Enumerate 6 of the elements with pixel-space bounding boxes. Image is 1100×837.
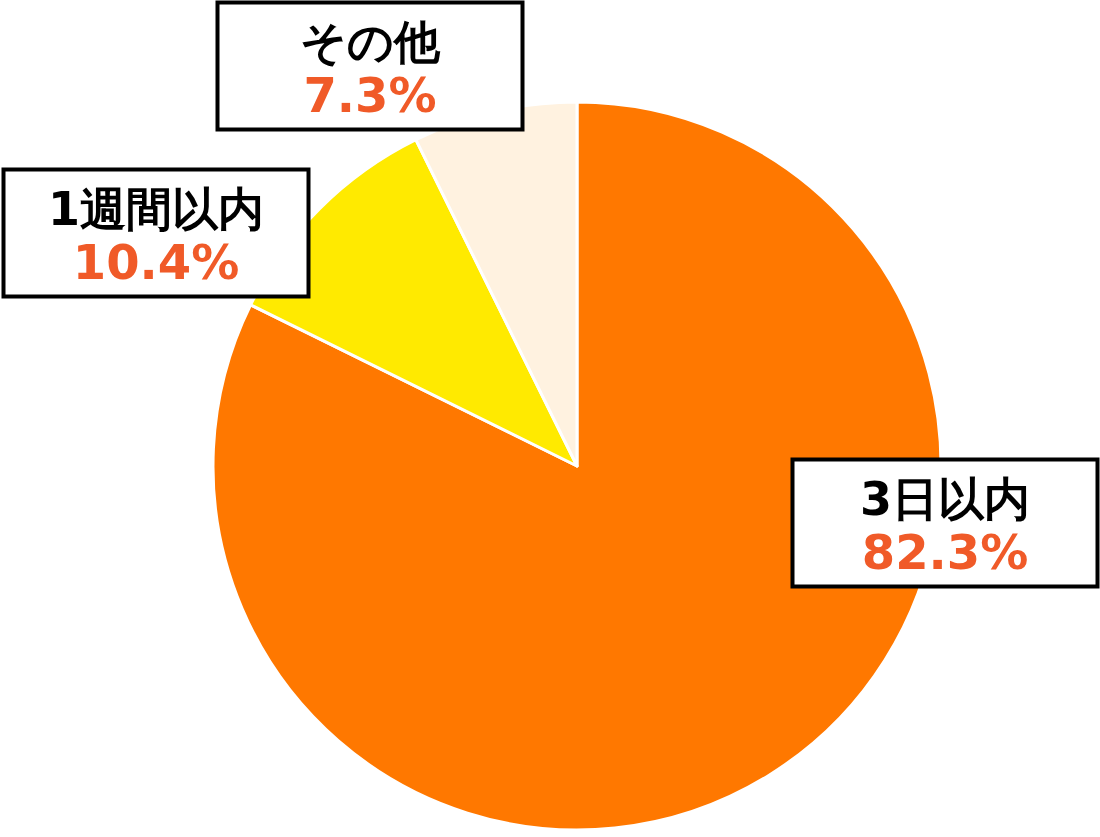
slice-label: 3日以内 [859,472,1031,526]
data-label: 10.4% [72,234,240,290]
slice-label: 1週間以内 [47,182,265,236]
slice-label: その他 [300,15,441,69]
data-label: 82.3% [861,524,1029,580]
data-label: 7.3% [303,67,437,123]
